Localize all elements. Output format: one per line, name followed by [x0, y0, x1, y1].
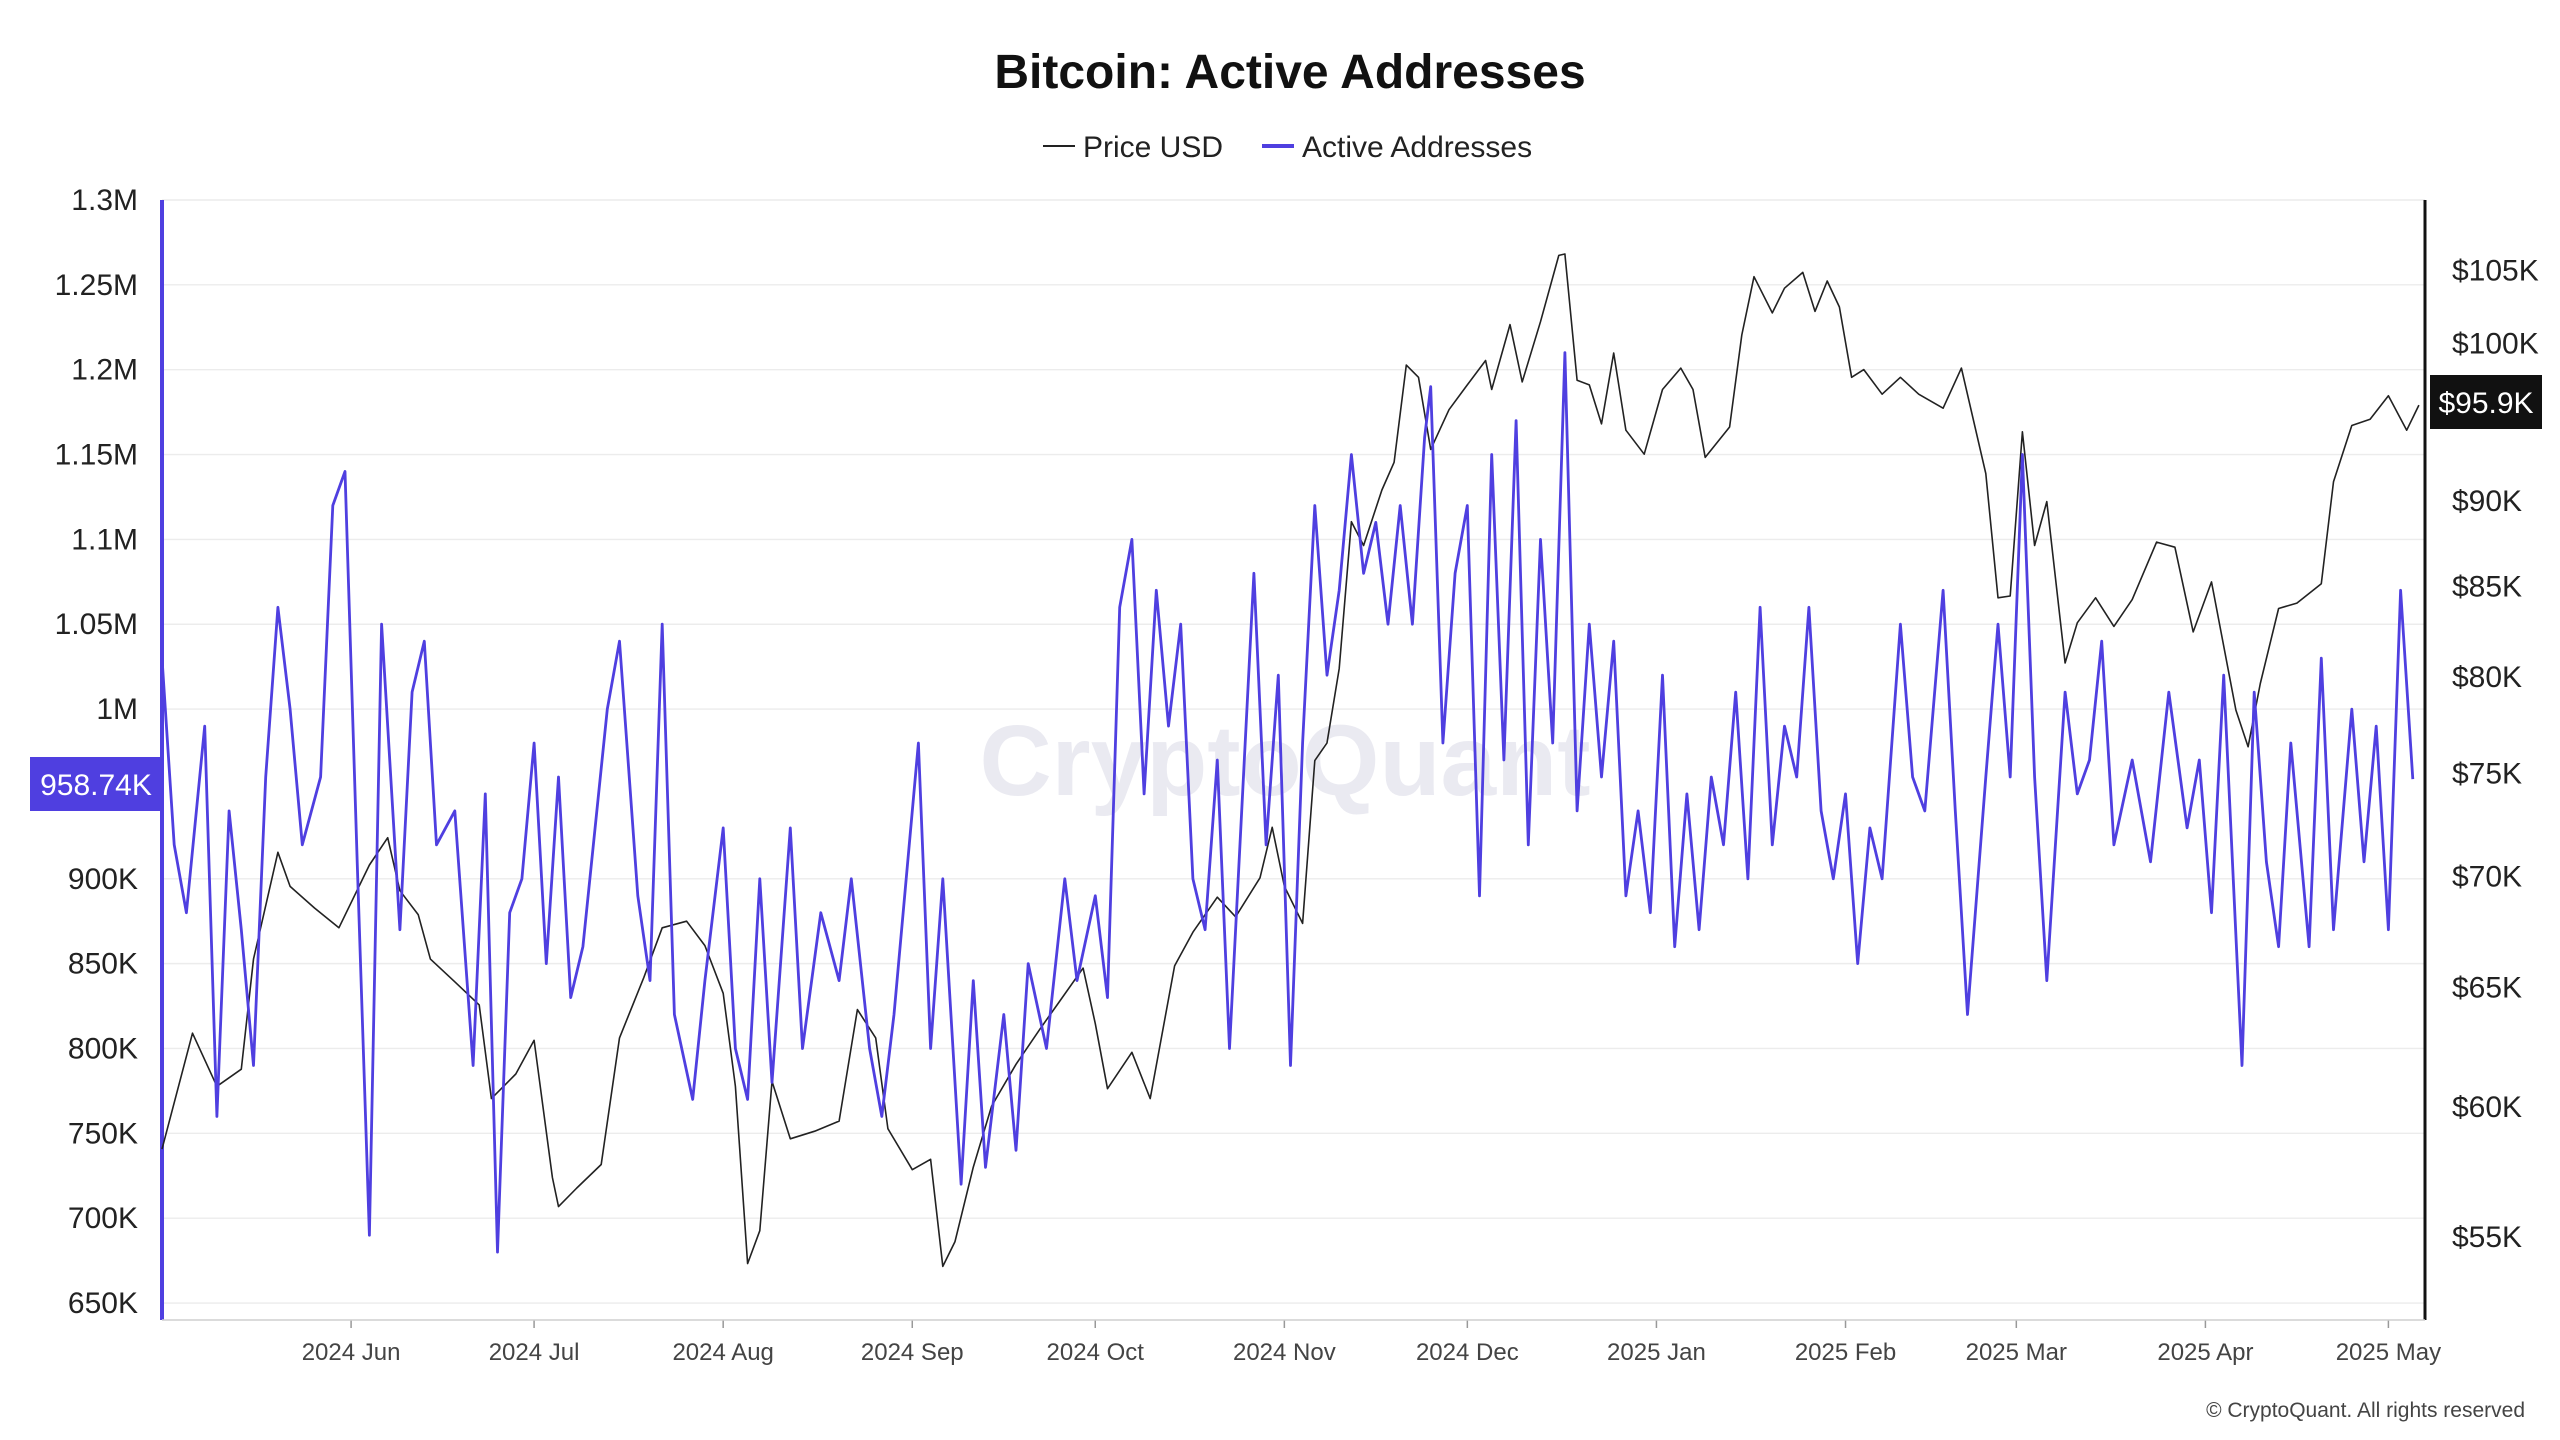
y-left-tick-label: 900K [68, 863, 138, 896]
x-tick-label: 2025 Jan [1607, 1339, 1706, 1366]
x-tick-label: 2024 Nov [1233, 1339, 1336, 1366]
x-tick-label: 2025 May [2336, 1339, 2441, 1366]
last-value-badge-active-bg [30, 757, 161, 811]
labels-layer: 1.3M 1.25M 1.2M 1.15M 1.1M 1.05M 1M 900K 850K 800… [55, 184, 2539, 1366]
y-left-tick-label: 1.05M [55, 608, 138, 641]
y-left-tick-label: 1.2M [71, 354, 138, 387]
y-left-tick-label: 1.15M [55, 439, 138, 472]
x-tick-label: 2024 Dec [1416, 1339, 1519, 1366]
x-tick-label: 2024 Jul [489, 1339, 580, 1366]
legend-label-active: Active Addresses [1302, 131, 1532, 164]
y-left-tick-label: 1.25M [55, 269, 138, 302]
y-right-tick-label: $55K [2452, 1221, 2522, 1254]
y-right-tick-label: $100K [2452, 327, 2539, 360]
y-right-tick-label: $75K [2452, 758, 2522, 791]
x-tick-label: 2024 Sep [861, 1339, 964, 1366]
last-value-price: $95.9K [2438, 387, 2533, 420]
y-right-tick-label: $105K [2452, 255, 2539, 288]
x-tick-label: 2025 Apr [2157, 1339, 2253, 1366]
last-value-badge-price: $95.9K [2430, 375, 2542, 429]
x-tick-label: 2024 Jun [302, 1339, 401, 1366]
y-left-tick-label: 1M [96, 693, 138, 726]
x-tick-label: 2025 Feb [1795, 1339, 1896, 1366]
y-right-tick-label: $80K [2452, 661, 2522, 694]
x-tick-label: 2024 Oct [1047, 1339, 1145, 1366]
y-right-tick-label: $90K [2452, 485, 2522, 518]
x-tick-label: 2025 Mar [1966, 1339, 2067, 1366]
y-left-tick-label: 750K [68, 1117, 138, 1150]
series-line-active-addresses[interactable] [160, 351, 2415, 1254]
x-tick-label: 2024 Aug [672, 1339, 773, 1366]
y-left-tick-label: 1.1M [71, 523, 138, 556]
y-right-tick-label: $60K [2452, 1091, 2522, 1124]
axes-layer [160, 200, 2427, 1328]
last-value-active: 958.74K [40, 769, 152, 802]
y-left-tick-label: 700K [68, 1202, 138, 1235]
legend: Price USD Active Addresses [1043, 131, 1532, 164]
watermark: CryptoQuant [979, 705, 1590, 817]
last-value-badge-active: 958.74K [30, 757, 161, 811]
legend-item-price[interactable]: Price USD [1043, 131, 1223, 164]
y-left-tick-label: 1.3M [71, 184, 138, 217]
legend-label-price: Price USD [1083, 131, 1223, 164]
series-layer [160, 253, 2420, 1268]
y-left-tick-label: 650K [68, 1287, 138, 1320]
copyright-notice: © CryptoQuant. All rights reserved [2206, 1399, 2525, 1422]
y-right-tick-label: $65K [2452, 971, 2522, 1004]
y-left-tick-label: 800K [68, 1032, 138, 1065]
y-right-tick-label: $85K [2452, 570, 2522, 603]
grid-layer [162, 199, 2425, 1304]
legend-item-active[interactable]: Active Addresses [1262, 131, 1532, 164]
last-value-badge-price-bg [2430, 375, 2542, 429]
chart-title: Bitcoin: Active Addresses [994, 46, 1585, 99]
y-left-tick-label: 850K [68, 948, 138, 981]
y-right-tick-label: $70K [2452, 861, 2522, 894]
series-line-price[interactable] [161, 253, 2420, 1268]
